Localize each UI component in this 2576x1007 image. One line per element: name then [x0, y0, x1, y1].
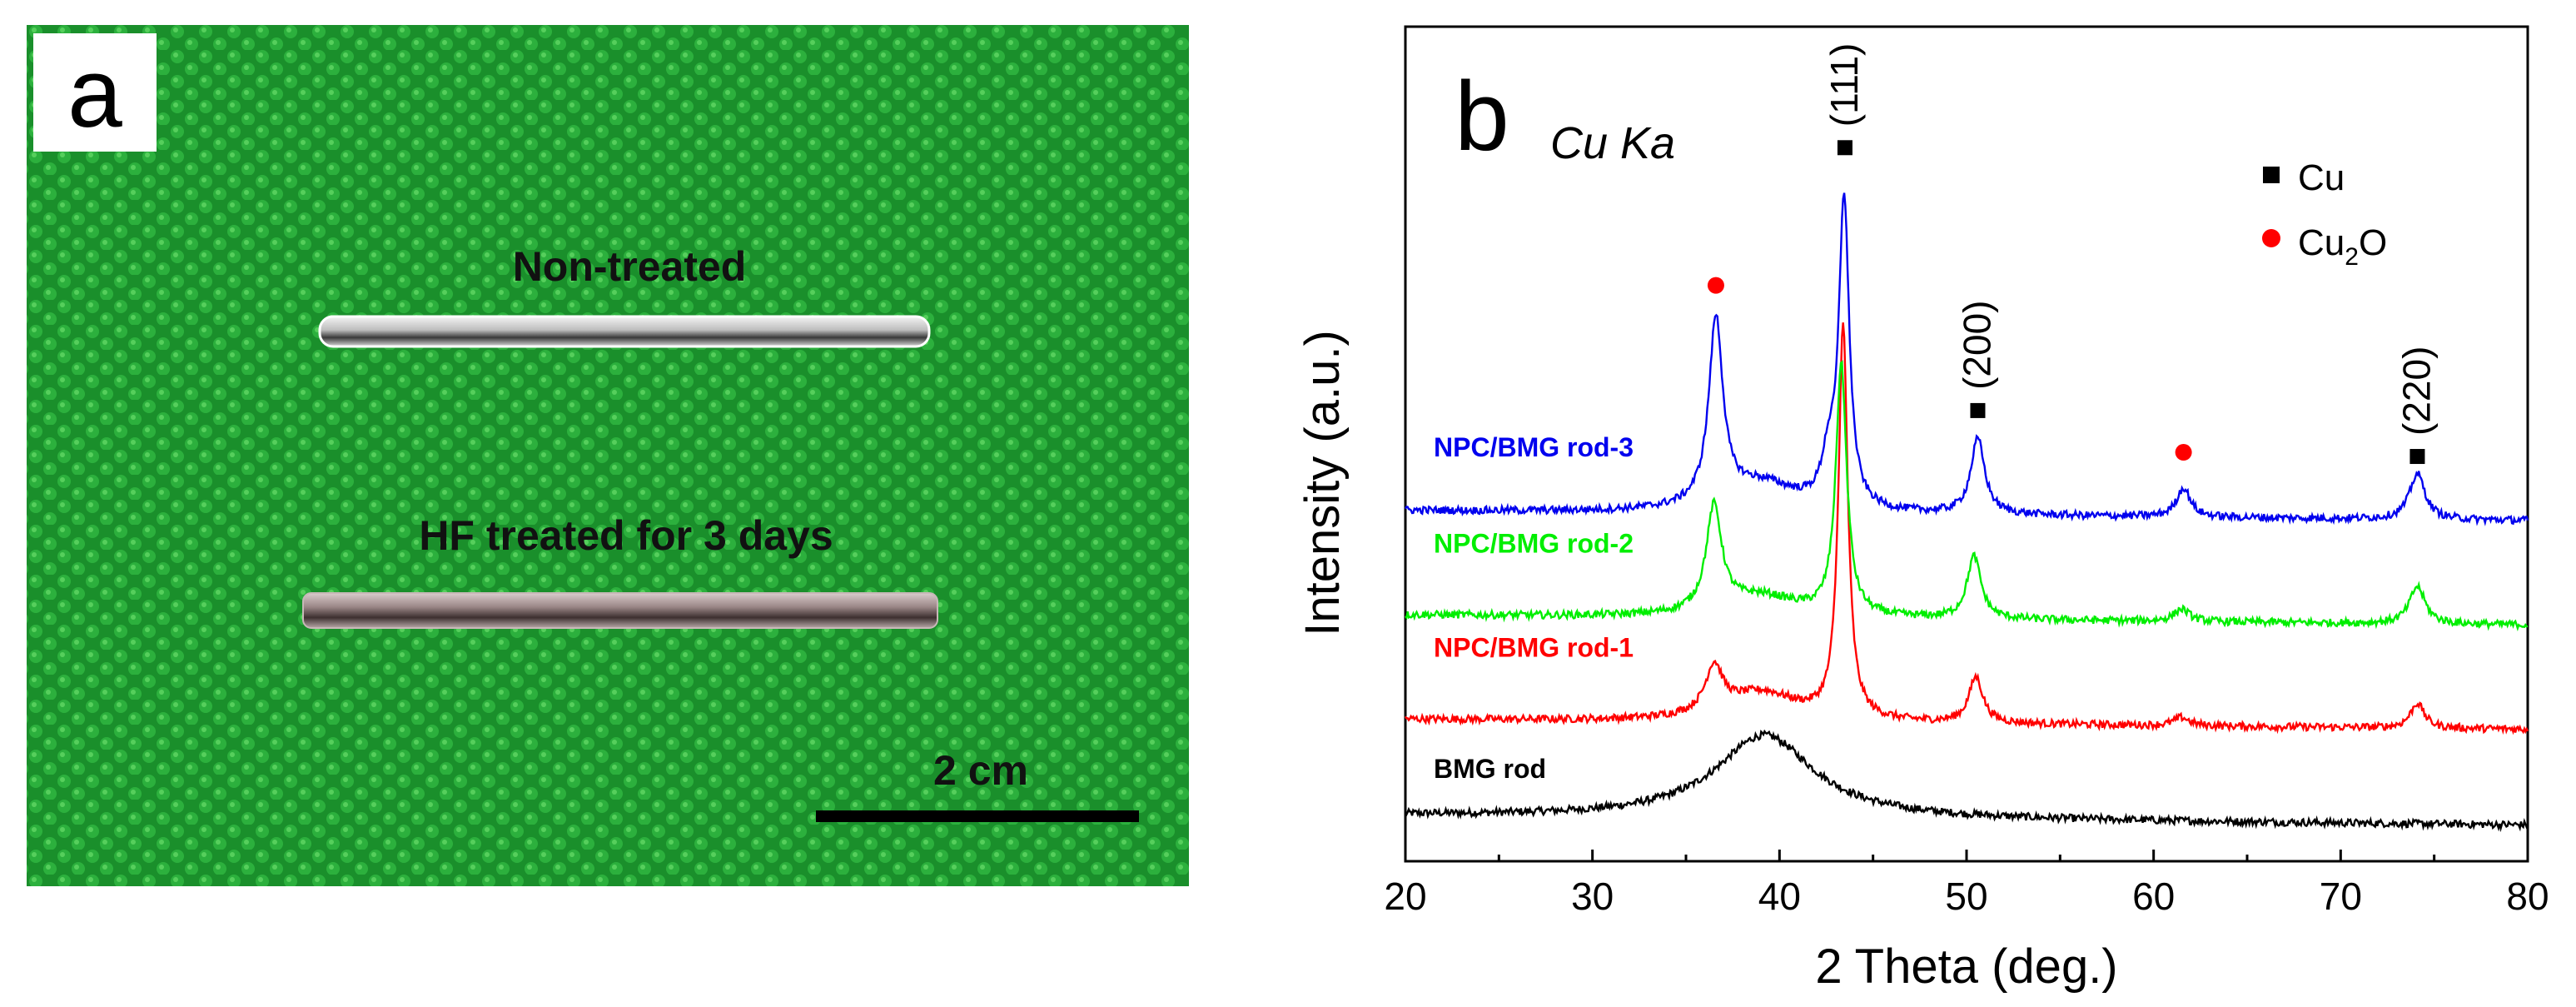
panel-b-label: b	[1455, 62, 1509, 172]
series-line-4	[1404, 192, 2529, 526]
rod-hf-treated	[302, 592, 938, 629]
peak-label-0: (111)	[1823, 43, 1866, 127]
rod-top-label: Non-treated	[513, 243, 747, 290]
legend-cu-label: Cu	[2298, 157, 2345, 198]
legend: Cu Cu2O	[2262, 157, 2387, 271]
series-label-4: NPC/BMG rod-3	[1434, 432, 1634, 462]
x-tick-label-70: 70	[2320, 875, 2362, 918]
rod-non-treated	[318, 315, 931, 348]
peak-marker-cu-2	[1970, 402, 1986, 418]
x-tick-label-80: 80	[2506, 875, 2549, 918]
legend-cu2o-marker	[2262, 229, 2280, 247]
legend-cu2o-main: Cu	[2298, 222, 2345, 263]
x-axis-label: 2 Theta (deg.)	[1815, 940, 2117, 994]
x-tick-label-30: 30	[1571, 875, 1614, 918]
legend-cu2o-tail: O	[2359, 222, 2387, 263]
x-tick-label-50: 50	[1945, 875, 1987, 918]
scale-bar	[816, 810, 1139, 822]
legend-cu-marker	[2263, 167, 2280, 183]
y-axis-label: Intensity (a.u.)	[1295, 330, 1350, 636]
series-label-3: NPC/BMG rod-2	[1434, 528, 1634, 558]
series-label-2: NPC/BMG rod-1	[1434, 633, 1634, 663]
series-line-2	[1404, 322, 2529, 735]
panel-a-photo: a Non-treated HF treated for 3 days 2 cm	[27, 25, 1189, 886]
peak-marker-group	[1707, 140, 2425, 465]
peak-label-2: (220)	[2394, 346, 2438, 436]
legend-cu2o-label: Cu2O	[2298, 222, 2387, 271]
x-tick-label-20: 20	[1384, 875, 1426, 918]
peak-marker-cu-1	[1837, 140, 1852, 156]
peak-label-1: (200)	[1956, 301, 1999, 390]
series-group	[1404, 192, 2529, 833]
panel-b-chart: b Cu Ka Cu Cu2O (111)(200)(220) BMG rodN…	[1295, 25, 2549, 994]
peak-label-group: (111) (200) (220)	[1823, 43, 2438, 436]
panel-a-label-box	[33, 33, 157, 152]
radiation-label: Cu Ka	[1550, 118, 1675, 168]
fabric-background	[27, 25, 1189, 886]
x-tick-label-40: 40	[1758, 875, 1801, 918]
x-tick-label-60: 60	[2132, 875, 2175, 918]
peak-marker-cu-4	[2409, 449, 2425, 465]
series-label-1: BMG rod	[1434, 754, 1546, 784]
legend-cu2o-sub: 2	[2345, 243, 2359, 271]
panel-a-label: a	[67, 38, 122, 148]
series-line-3	[1405, 360, 2529, 631]
scale-bar-label: 2 cm	[933, 747, 1028, 794]
rod-bottom-label: HF treated for 3 days	[419, 512, 833, 559]
peak-marker-cu2o-3	[2175, 444, 2192, 461]
series-label-group: BMG rod NPC/BMG rod-1 NPC/BMG rod-2 NPC/BMG…	[1434, 432, 1634, 784]
x-axis-ticks: 20 30 40 50 60 70 80	[1384, 850, 2549, 918]
series-line-1	[1404, 729, 2529, 833]
peak-marker-cu2o-0	[1707, 277, 1724, 294]
